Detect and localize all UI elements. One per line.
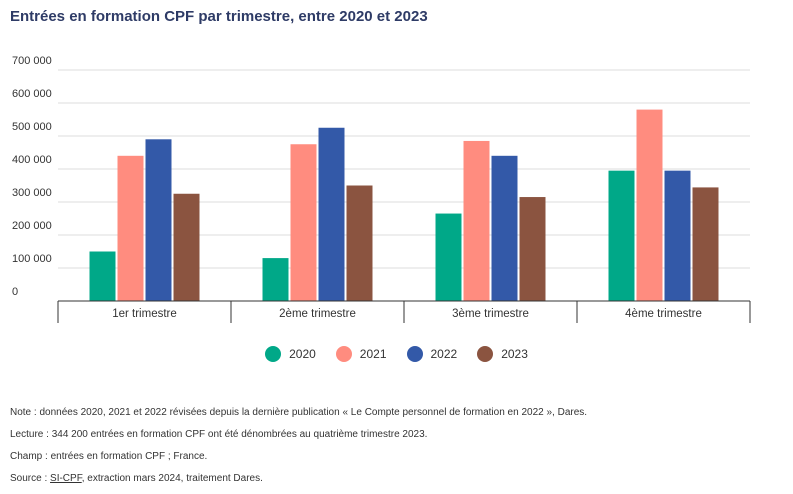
legend-swatch xyxy=(406,346,423,362)
x-category-label: 3ème trimestre xyxy=(452,308,529,320)
legend-item-2023[interactable]: 2023 xyxy=(477,346,528,362)
note-text: Note : données 2020, 2021 et 2022 révisé… xyxy=(10,407,588,418)
bar-2022-4[interactable] xyxy=(664,170,691,301)
bar-2020-3[interactable] xyxy=(435,213,462,301)
notes: Note : données 2020, 2021 et 2022 révisé… xyxy=(10,406,587,494)
legend-label: 2020 xyxy=(289,347,316,361)
source-text: Source : SI-CPF, extraction mars 2024, t… xyxy=(10,472,587,494)
bar-2023-1[interactable] xyxy=(173,193,200,301)
x-category-label: 1er trimestre xyxy=(112,308,177,320)
chart-title: Entrées en formation CPF par trimestre, … xyxy=(10,8,428,25)
source-prefix: Source : xyxy=(10,473,51,484)
legend-item-2020[interactable]: 2020 xyxy=(265,346,316,362)
bar-2022-3[interactable] xyxy=(491,155,518,301)
bar-2021-1[interactable] xyxy=(117,155,144,301)
bar-2021-3[interactable] xyxy=(463,140,490,301)
x-category-label: 4ème trimestre xyxy=(625,308,702,320)
legend-swatch xyxy=(477,346,494,362)
source-suffix: , extraction mars 2024, traitement Dares… xyxy=(81,473,263,484)
y-tick-label: 0 xyxy=(12,286,18,298)
bar-chart: 0 100 000 200 000 300 000 400 000 500 000 600 … xyxy=(12,55,751,323)
y-tick-label: 100 000 xyxy=(12,253,52,265)
x-axis: 1er trimestre 2ème trimestre 3ème trimestr… xyxy=(57,300,751,323)
y-tick-label: 200 000 xyxy=(12,220,52,232)
y-tick-label: 500 000 xyxy=(12,121,52,133)
legend-swatch xyxy=(335,346,352,362)
champ-text: Champ : entrées en formation CPF ; Franc… xyxy=(10,451,208,462)
bar-2023-3[interactable] xyxy=(519,197,546,301)
bar-2020-1[interactable] xyxy=(89,251,116,302)
bars xyxy=(89,109,719,302)
bar-2020-2[interactable] xyxy=(262,258,289,301)
bar-2020-4[interactable] xyxy=(608,170,635,301)
y-tick-label: 300 000 xyxy=(12,187,52,199)
y-tick-label: 700 000 xyxy=(12,55,52,67)
bar-2021-4[interactable] xyxy=(636,109,663,301)
source-link[interactable]: SI-CPF xyxy=(50,473,82,484)
bar-2023-4[interactable] xyxy=(692,187,719,301)
lecture-text: Lecture : 344 200 entrées en formation C… xyxy=(10,429,428,440)
bar-2022-1[interactable] xyxy=(145,139,172,301)
legend-swatch xyxy=(265,346,282,362)
legend: 2020 2021 2022 2023 xyxy=(0,346,793,362)
y-tick-label: 600 000 xyxy=(12,88,52,100)
legend-label: 2021 xyxy=(359,347,387,361)
bar-2023-2[interactable] xyxy=(346,185,373,302)
bar-2022-2[interactable] xyxy=(318,127,345,301)
x-category-label: 2ème trimestre xyxy=(279,308,356,320)
bar-2021-2[interactable] xyxy=(290,144,317,301)
legend-label: 2022 xyxy=(430,347,458,361)
y-tick-label: 400 000 xyxy=(12,154,52,166)
legend-label: 2023 xyxy=(501,347,528,361)
legend-item-2022[interactable]: 2022 xyxy=(406,346,458,362)
y-axis-ticks: 0 100 000 200 000 300 000 400 000 500 000 600 … xyxy=(12,55,52,298)
legend-item-2021[interactable]: 2021 xyxy=(335,346,387,362)
